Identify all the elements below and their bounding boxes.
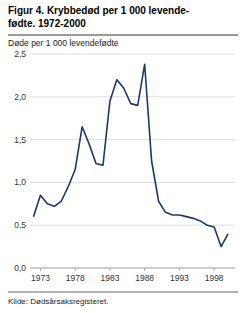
chart-container: Figur 4. Krybbedød per 1 000 levende-fød…: [0, 0, 245, 313]
x-tick: [75, 268, 76, 271]
x-tick: [179, 268, 180, 271]
x-tick-label: 1993: [170, 273, 189, 283]
x-tick: [40, 268, 41, 271]
source-note: Kilde: Dødsårsaksregisteret.: [8, 297, 108, 306]
x-tick-label: 1973: [31, 273, 50, 283]
grid-line: [30, 268, 235, 269]
y-tick-label: 1,0: [14, 177, 26, 187]
x-tick-label: 1998: [205, 273, 224, 283]
data-line: [33, 64, 228, 246]
title: fødte. 1972-2000: [8, 18, 86, 29]
chart: Figur 4. Krybbedød per 1 000 levende-fød…: [0, 0, 245, 313]
grid: [30, 54, 235, 268]
x-tick-label: 1983: [100, 273, 119, 283]
grid-line: [30, 182, 235, 183]
y-tick-label: 2,5: [14, 49, 26, 59]
x-tick-label: 1978: [66, 273, 85, 283]
y-tick-label: 1,5: [14, 135, 26, 145]
x-tick: [109, 268, 110, 271]
title: Figur 4. Krybbedød per 1 000 levende-: [8, 5, 189, 16]
grid-line: [30, 139, 235, 140]
plot-area: [33, 64, 228, 246]
grid-line: [30, 96, 235, 97]
title-rule: [8, 35, 238, 36]
x-tick: [214, 268, 215, 271]
grid-line: [30, 225, 235, 226]
y-tick-label: 2,0: [14, 92, 26, 102]
x-tick-label: 1988: [135, 273, 154, 283]
x-tick: [144, 268, 145, 271]
source-rule: [8, 292, 238, 293]
grid-line: [30, 54, 235, 55]
y-tick-label: 0,0: [14, 263, 26, 273]
y-tick-label: 0,5: [14, 220, 26, 230]
x-axis-line: [30, 268, 235, 269]
y-axis-label: Døde per 1 000 levendefødte: [8, 38, 119, 48]
